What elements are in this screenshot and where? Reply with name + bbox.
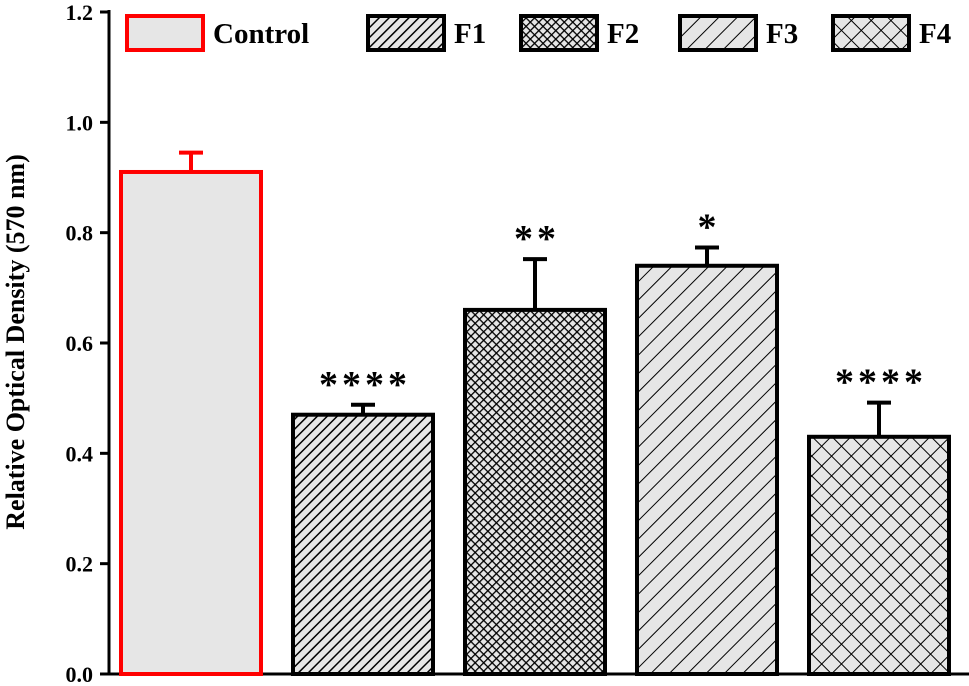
bars (119, 169, 951, 676)
bar-f3 (635, 263, 779, 676)
y-tick-label: 0.2 (66, 552, 94, 577)
y-tick-label: 0.8 (66, 221, 94, 246)
legend-swatch-f4 (831, 14, 911, 52)
legend-swatch-f1 (366, 14, 446, 52)
legend-swatch-control (125, 14, 205, 52)
error-bars (179, 150, 891, 437)
legend-label-control: Control (213, 18, 309, 50)
significance-markers: ****** ***** (319, 207, 927, 406)
legend-swatch-f2 (519, 14, 599, 52)
y-tick-label: 0.4 (66, 441, 94, 466)
y-tick-label: 0.6 (66, 331, 94, 356)
significance-marker: ** (514, 218, 560, 260)
bar-control (119, 169, 263, 676)
y-tick-label: 1.2 (66, 0, 94, 25)
legend-label-f2: F2 (607, 18, 639, 50)
y-ticks: 0.0 0.2 0.4 0.6 0.8 1.0 1.2 (66, 0, 109, 686)
legend-label-f3: F3 (766, 18, 798, 50)
bar-f4 (807, 434, 951, 676)
bar-f2 (463, 307, 607, 676)
significance-marker: **** (319, 364, 411, 406)
significance-marker: * (698, 207, 721, 249)
y-tick-label: 0.0 (66, 662, 94, 686)
legend: Control F1 F2 F3 F4 (125, 14, 951, 52)
y-tick-label: 1.0 (66, 110, 94, 135)
bar-f1 (291, 412, 435, 676)
y-axis-title: Relative Optical Density (570 nm) (1, 154, 30, 530)
legend-label-f4: F4 (919, 18, 951, 50)
legend-swatch-f3 (678, 14, 758, 52)
significance-marker: **** (835, 362, 927, 404)
legend-label-f1: F1 (454, 18, 486, 50)
